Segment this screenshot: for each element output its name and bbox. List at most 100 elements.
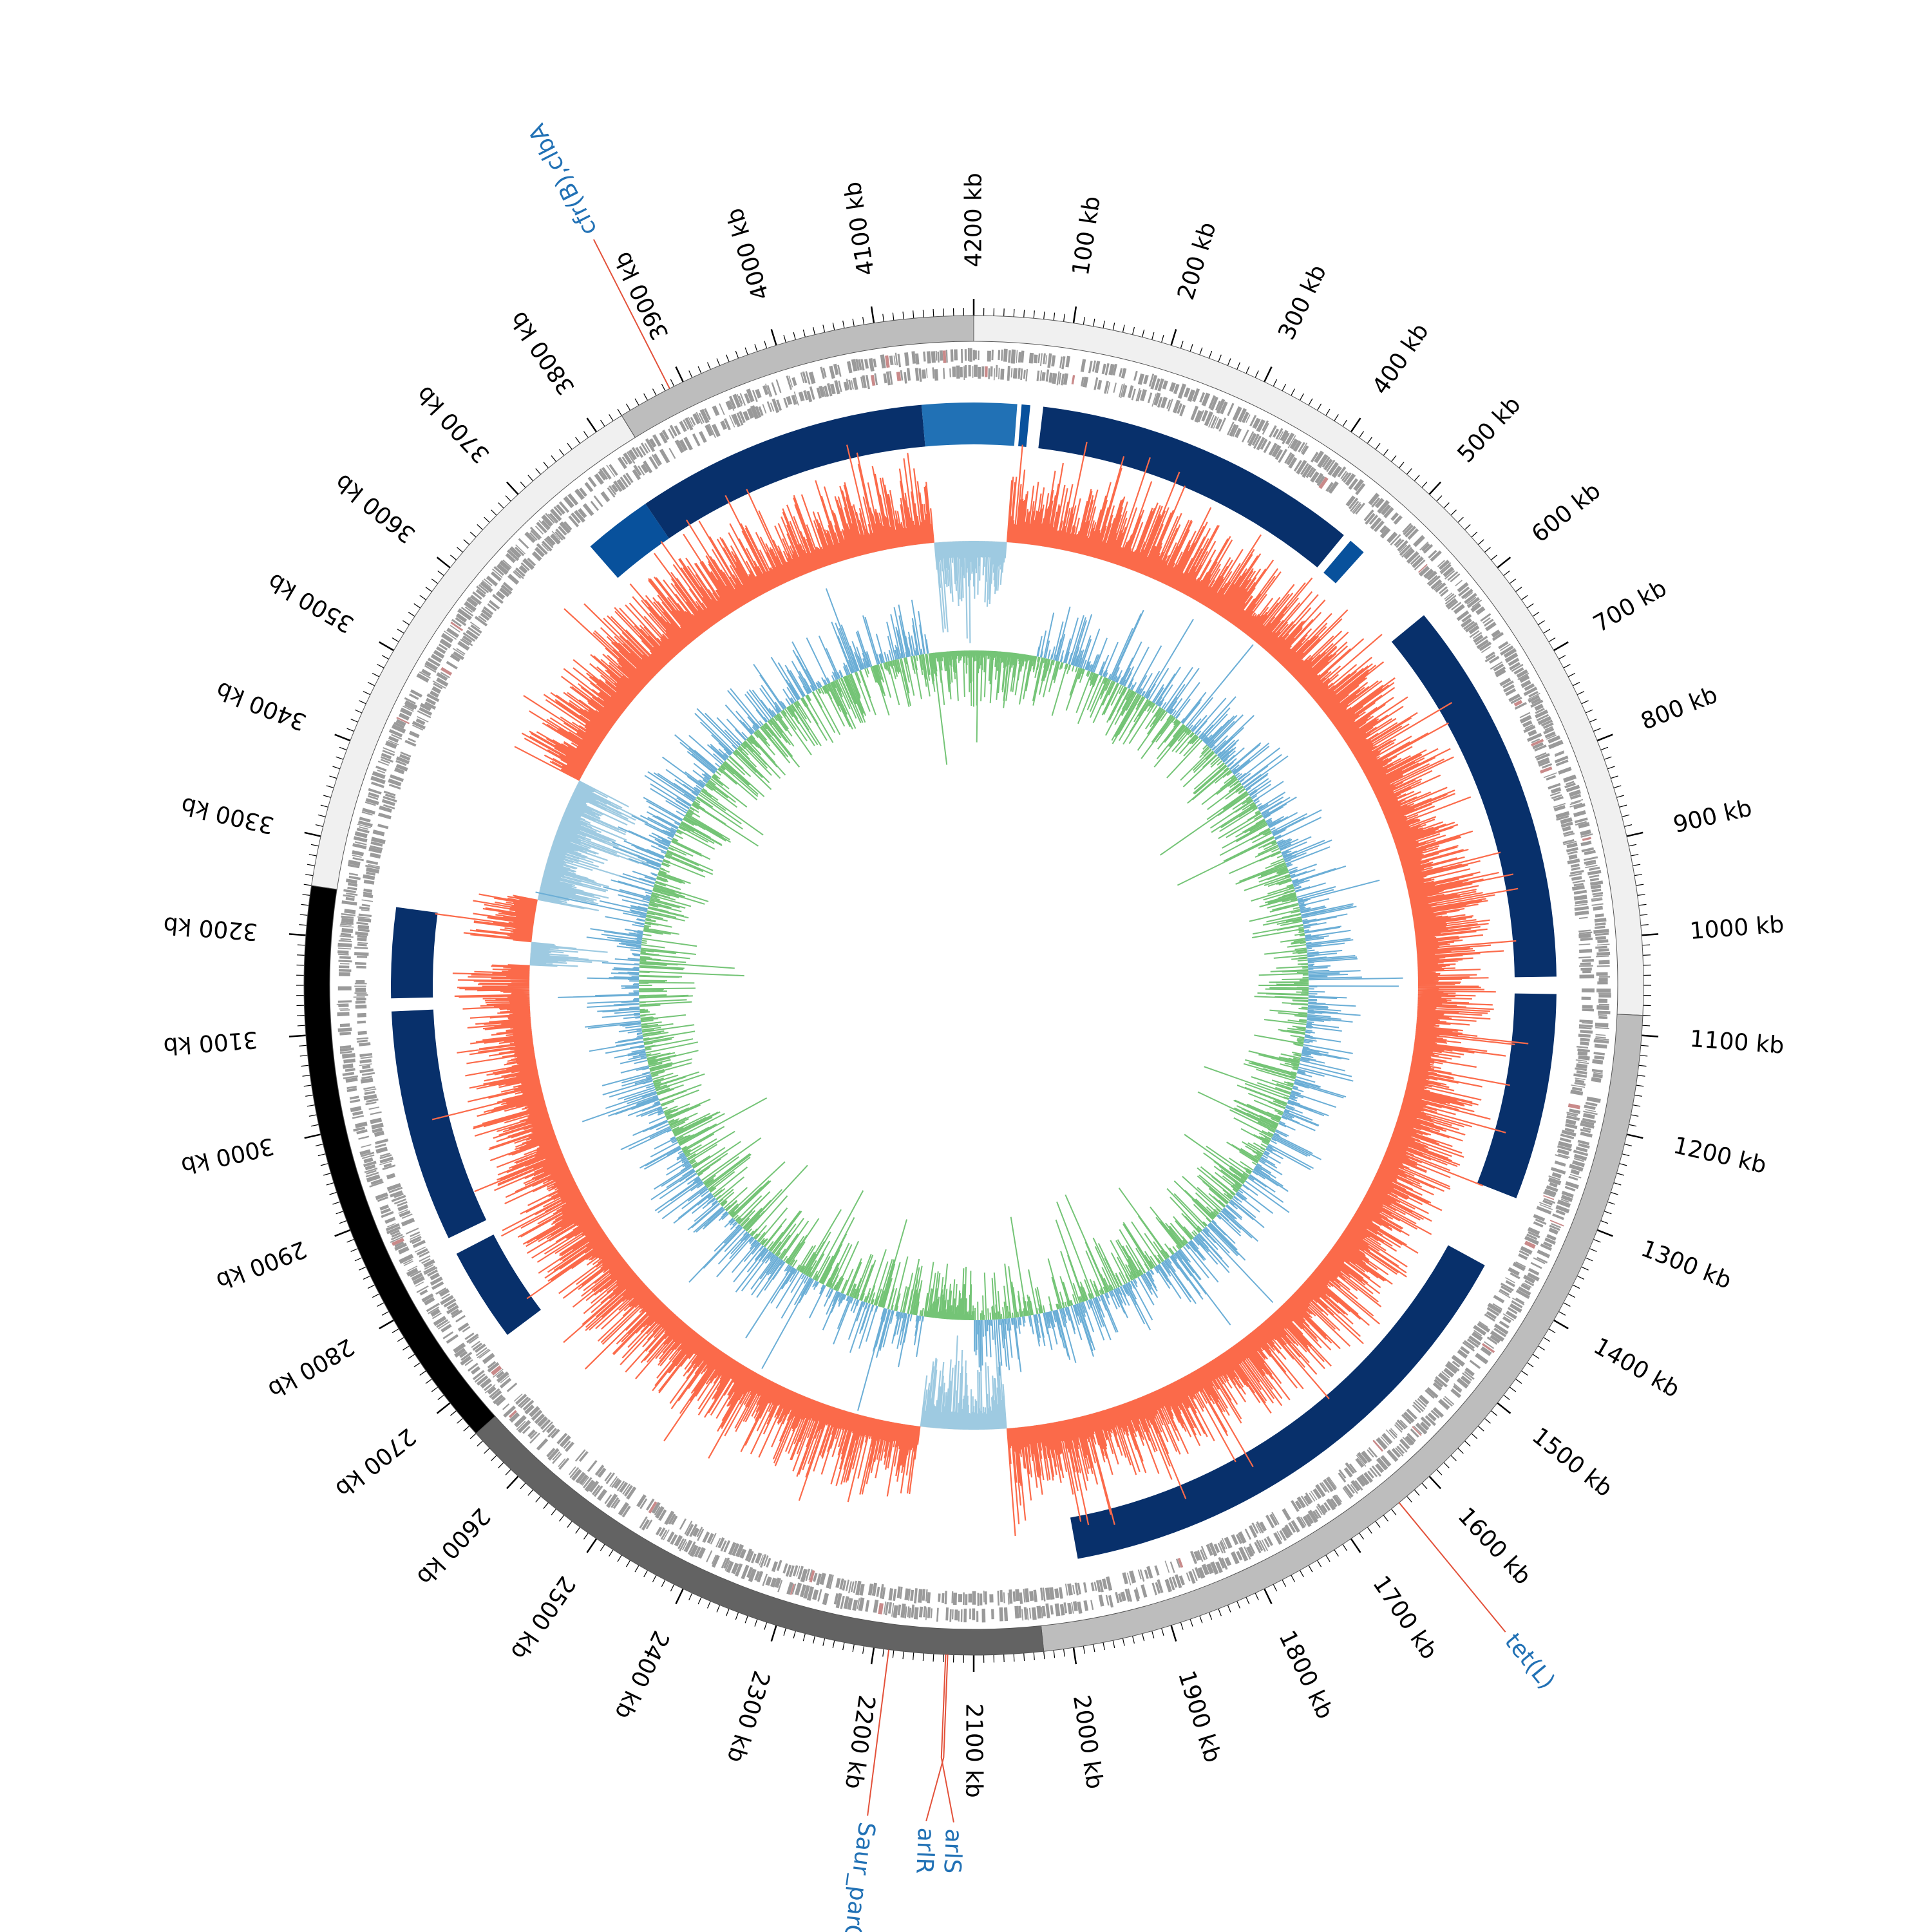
gene-feature <box>379 805 392 813</box>
gene-feature <box>1537 715 1552 725</box>
gene-feature <box>735 1563 743 1577</box>
gene-feature <box>704 408 711 421</box>
gene-feature <box>354 992 367 994</box>
gene-feature <box>1505 1311 1517 1320</box>
gene-feature <box>793 391 799 406</box>
gene-feature <box>381 1211 394 1218</box>
gene-feature <box>462 632 476 642</box>
minor-tick <box>381 655 389 660</box>
gene-feature <box>1137 1569 1142 1580</box>
gene-feature <box>1124 1588 1130 1602</box>
gene-feature <box>563 496 574 509</box>
gene-feature <box>1210 1561 1219 1575</box>
gene-feature <box>453 1342 466 1354</box>
minor-tick <box>706 362 711 370</box>
gene-feature <box>882 1587 886 1600</box>
gene-feature <box>808 372 816 384</box>
gene-feature <box>936 1607 939 1622</box>
minor-tick <box>551 455 557 462</box>
gene-feature <box>1510 696 1522 705</box>
gene-feature <box>1019 1592 1023 1604</box>
gene-feature <box>1557 1148 1569 1156</box>
gene-feature <box>555 528 566 540</box>
gene-feature <box>1577 1139 1590 1146</box>
gene-feature <box>416 1285 429 1293</box>
minor-tick <box>408 1354 415 1359</box>
gene-feature <box>1582 1005 1593 1009</box>
gene-feature <box>659 431 668 444</box>
gene-feature <box>1598 1003 1609 1006</box>
gene-feature <box>569 1467 580 1479</box>
gene-feature <box>352 843 367 849</box>
gene-feature <box>1041 372 1046 381</box>
gene-feature <box>755 406 762 418</box>
minor-tick <box>299 914 308 916</box>
gene-feature <box>1523 1282 1532 1288</box>
gene-feature <box>563 521 573 531</box>
minor-tick <box>1399 462 1405 469</box>
gene-feature <box>369 1181 384 1188</box>
gene-feature <box>1536 1256 1548 1264</box>
gene-feature <box>1472 1331 1483 1341</box>
minor-tick <box>1142 1633 1145 1642</box>
gene-feature <box>609 464 618 477</box>
gene-feature <box>640 442 649 454</box>
gene-feature <box>1515 1261 1526 1268</box>
gene-feature <box>460 607 474 617</box>
gene-feature <box>1519 715 1532 724</box>
gene-feature <box>1573 895 1587 901</box>
gene-feature <box>1045 1587 1051 1600</box>
gene-feature <box>762 1573 768 1586</box>
gene-feature <box>911 351 916 364</box>
gene-feature <box>803 1585 810 1599</box>
gene-feature <box>354 952 369 956</box>
gene-feature <box>1343 1485 1354 1498</box>
gene-feature <box>1272 428 1280 438</box>
gene-feature <box>1519 712 1531 719</box>
gene-feature <box>731 414 737 425</box>
gene-feature <box>738 395 743 405</box>
gene-feature <box>1535 752 1547 759</box>
gene-feature <box>1519 674 1530 683</box>
gene-feature <box>864 359 869 369</box>
major-tick <box>770 1625 777 1642</box>
gene-feature <box>1479 641 1492 652</box>
gene-feature <box>388 1186 403 1194</box>
minor-tick <box>484 516 490 523</box>
gene-feature <box>1520 1245 1533 1255</box>
major-tick <box>870 1647 875 1665</box>
gene-feature <box>455 613 468 623</box>
minor-tick <box>1457 1448 1464 1454</box>
gene-feature <box>1266 1536 1273 1546</box>
gene-feature <box>409 1236 422 1244</box>
gene-feature <box>433 650 445 659</box>
minor-tick <box>764 1622 768 1630</box>
minor-tick <box>543 462 549 469</box>
gene-feature <box>791 394 797 405</box>
gene-feature <box>421 668 431 677</box>
gc-content-positive-bars <box>431 441 1529 1536</box>
gene-feature <box>972 366 974 378</box>
gene-feature <box>338 940 352 943</box>
gene-feature <box>1213 417 1219 429</box>
gene-feature <box>1018 368 1021 379</box>
gene-feature <box>355 987 366 992</box>
gene-feature <box>1286 453 1295 466</box>
gene-feature <box>717 1537 725 1549</box>
gene-feature <box>1455 580 1463 587</box>
gene-feature <box>529 1432 540 1444</box>
gene-feature <box>628 449 638 460</box>
gene-feature <box>1141 1584 1148 1598</box>
gene-feature <box>1596 972 1608 976</box>
gene-feature <box>1338 1469 1347 1479</box>
gene-feature <box>440 672 450 679</box>
minor-tick <box>1634 874 1642 876</box>
minor-tick <box>310 1124 319 1127</box>
minor-tick <box>1443 502 1450 509</box>
gene-feature <box>1575 910 1589 916</box>
gene-feature <box>509 546 522 558</box>
minor-tick <box>913 310 914 319</box>
gene-feature <box>1569 1108 1581 1114</box>
gene-feature <box>743 411 750 421</box>
minor-tick <box>505 495 511 502</box>
